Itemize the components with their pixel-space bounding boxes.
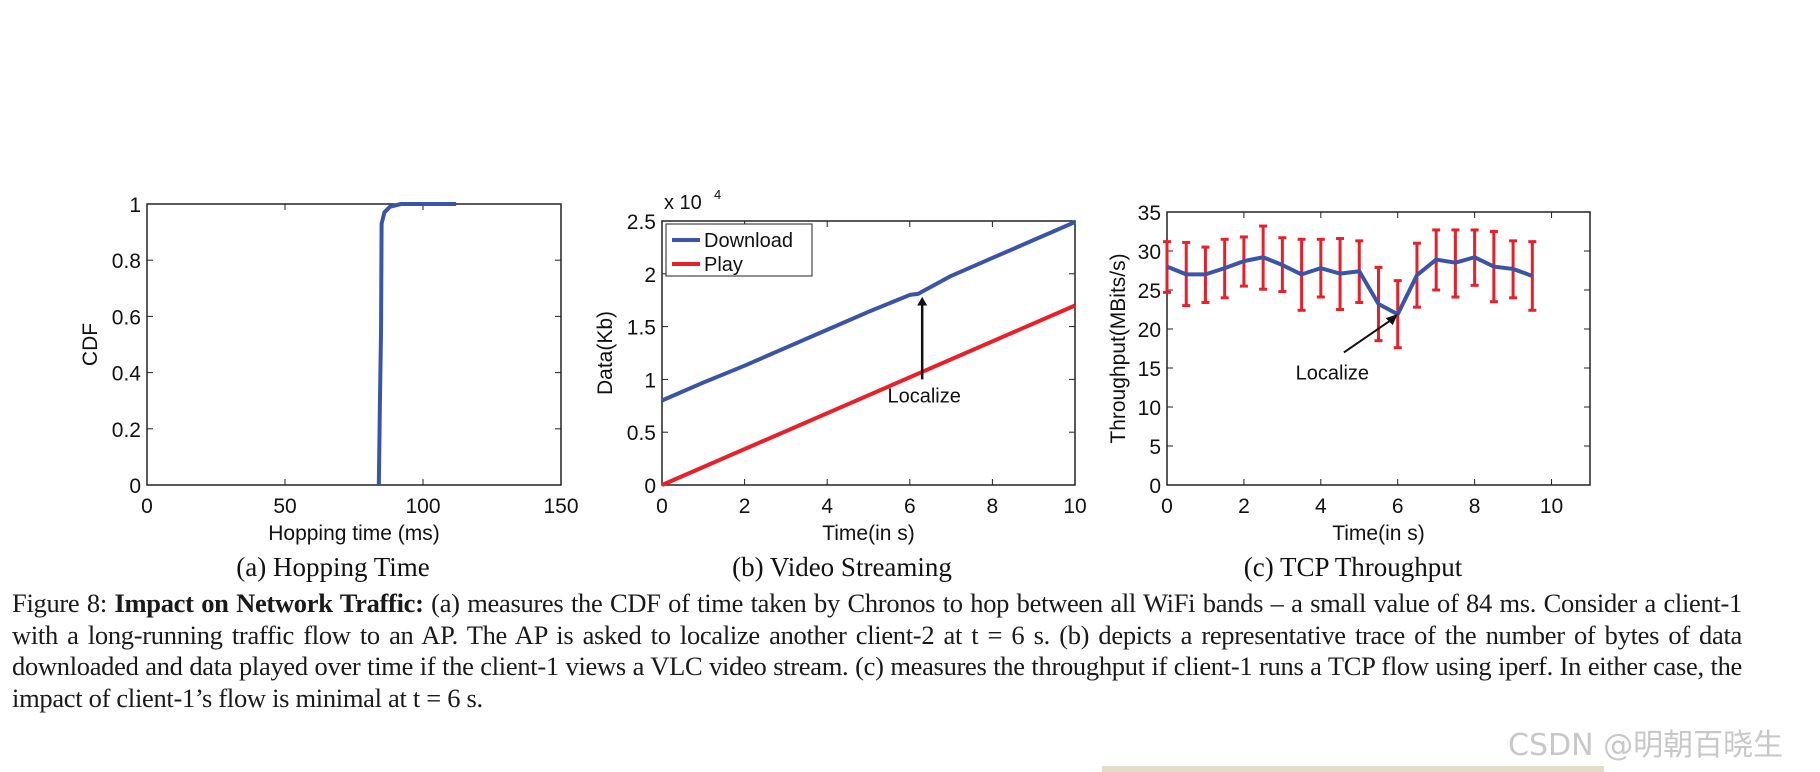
annotation-label: Localize (1296, 363, 1369, 385)
watermark: CSDN @明朝百晓生 (1508, 728, 1784, 763)
y-axis-label: Throughput(MBits/s) (1107, 253, 1130, 443)
bottom-image-strip (1102, 766, 1604, 772)
x-tick-label: 10 (1063, 495, 1086, 518)
x-axis-label: Hopping time (ms) (268, 522, 440, 545)
x-tick-label: 0 (1161, 495, 1173, 518)
axis-multiplier: x 10 (664, 192, 702, 214)
x-tick-label: 6 (1392, 495, 1404, 518)
y-tick-label: 0.2 (112, 419, 141, 442)
x-tick-label: 6 (904, 495, 916, 518)
y-tick-label: 2.5 (627, 211, 656, 234)
y-tick-label: 15 (1138, 358, 1161, 381)
y-tick-label: 0.8 (112, 250, 141, 273)
series-line-download (661, 220, 1076, 403)
plot-frame (661, 220, 1076, 486)
y-tick-label: 35 (1138, 202, 1161, 225)
x-axis-label: Time(in s) (1332, 522, 1425, 545)
x-tick-label: 0 (141, 495, 153, 518)
legend-label-play: Play (704, 254, 743, 276)
caption-body: (a) measures the CDF of time taken by Ch… (12, 588, 1743, 713)
y-tick-label: 25 (1138, 280, 1161, 303)
x-tick-label: 50 (273, 495, 296, 518)
y-tick-label: 0 (1149, 475, 1161, 498)
axis-multiplier-exponent: 4 (714, 187, 721, 202)
x-tick-label: 2 (1238, 495, 1250, 518)
y-tick-label: 1 (644, 369, 656, 392)
y-tick-label: 30 (1138, 241, 1161, 264)
y-axis-label: CDF (79, 323, 102, 366)
series-line-data (1166, 255, 1534, 317)
y-axis-label: Data(Kb) (594, 311, 617, 395)
series-line-play (661, 303, 1076, 487)
chart-a: 0 50 100 150 0 0.2 0.4 0.6 0.8 1 Hopping time (ms)… (79, 194, 579, 545)
y-tick-label: 0.4 (112, 363, 142, 386)
x-tick-label: 100 (405, 495, 440, 518)
annotation-arrowhead (1385, 314, 1398, 326)
x-tick-label: 10 (1540, 495, 1563, 518)
y-tick-label: 10 (1138, 397, 1161, 420)
plot-frame (1166, 211, 1591, 486)
annotation-label: Localize (887, 386, 960, 408)
series-line-data (376, 202, 457, 486)
y-tick-label: 1.5 (627, 317, 656, 340)
subcaption-a: (a) Hopping Time (236, 552, 430, 582)
legend-box (665, 223, 813, 277)
legend-label-download: Download (704, 230, 793, 252)
caption-title: Impact on Network Traffic: (114, 588, 424, 618)
y-tick-label: 0 (129, 475, 141, 498)
x-tick-label: 4 (1315, 495, 1327, 518)
y-tick-label: 0.5 (627, 422, 656, 445)
subcaption-c: (c) TCP Throughput (1243, 552, 1463, 582)
x-tick-label: 8 (1469, 495, 1481, 518)
figure-caption: Figure 8: Impact on Network Traffic: (a)… (12, 588, 1742, 714)
x-axis-label: Time(in s) (822, 522, 915, 545)
chart-c: 0 2 4 6 8 10 0 5 10 15 20 25 30 35 Time(in s) Throughpu… (1107, 202, 1591, 545)
chart-b: 0 2 4 6 8 10 0 0.5 1 1.5 2 2.5 Time(in s) Data(Kb) x 1… (594, 187, 1087, 545)
caption-label: Figure 8: (12, 588, 107, 618)
y-tick-label: 0.6 (112, 306, 141, 329)
x-tick-label: 8 (987, 495, 999, 518)
y-tick-label: 2 (644, 264, 656, 287)
y-tick-label: 5 (1149, 436, 1161, 459)
x-tick-label: 2 (739, 495, 751, 518)
plot-frame (146, 203, 562, 486)
y-tick-label: 20 (1138, 319, 1161, 342)
x-tick-label: 4 (821, 495, 833, 518)
x-tick-label: 0 (656, 495, 668, 518)
y-tick-label: 0 (644, 475, 656, 498)
x-tick-label: 150 (543, 495, 578, 518)
y-tick-label: 1 (129, 194, 141, 217)
annotation-arrow (1343, 317, 1395, 354)
subcaption-b: (b) Video Streaming (732, 552, 952, 582)
annotation-arrowhead (917, 296, 928, 306)
